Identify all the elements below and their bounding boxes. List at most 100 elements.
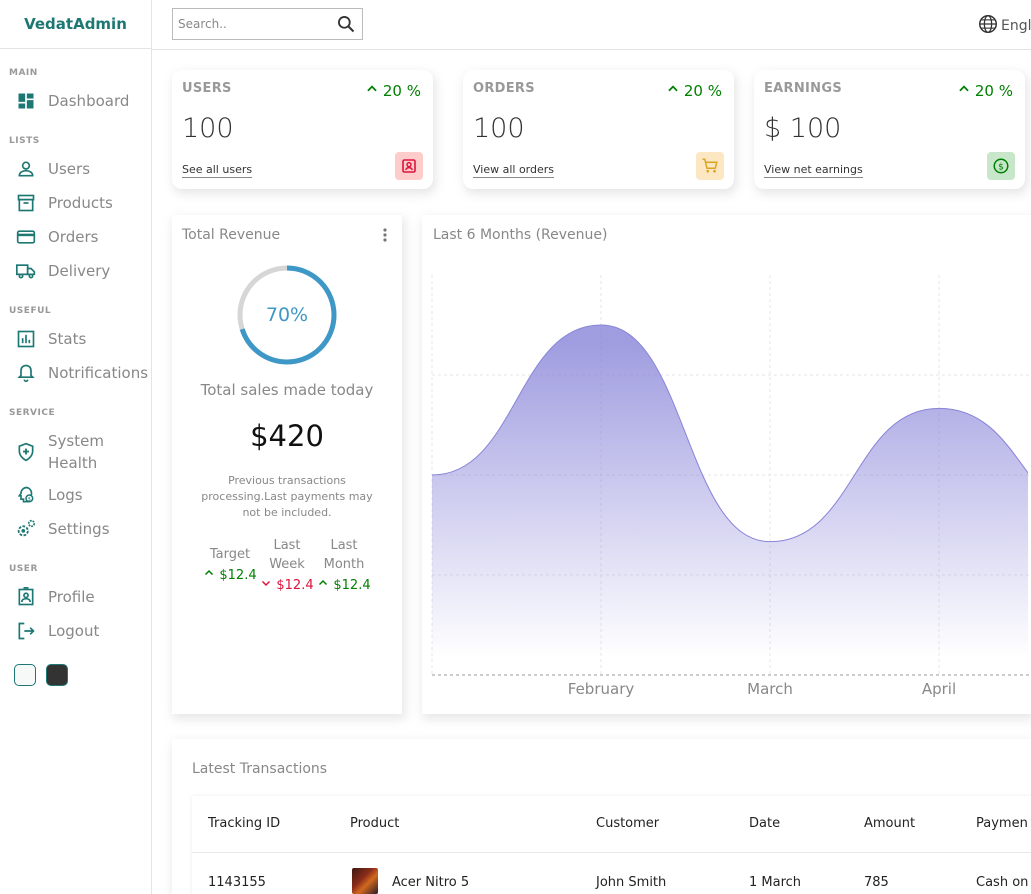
- total-revenue-card: Total Revenue 70% Total sales made today…: [172, 215, 402, 714]
- column-header-payment-method[interactable]: Paymen: [976, 816, 1028, 831]
- featured-title: Total Revenue: [182, 227, 281, 243]
- store-icon: [15, 192, 37, 214]
- percentage-value: 20 %: [683, 82, 722, 100]
- sidebar-item-profile[interactable]: Profile: [0, 586, 95, 608]
- sidebar-item-label: Settings: [48, 520, 110, 538]
- latest-transactions-card: Latest Transactions Tracking ID Product …: [172, 739, 1031, 894]
- column-header-tracking-id[interactable]: Tracking ID: [208, 816, 281, 831]
- chart-title: Last 6 Months (Revenue): [433, 227, 608, 243]
- transactions-table: Tracking ID Product Customer Date Amount…: [192, 796, 1031, 894]
- column-header-customer[interactable]: Customer: [596, 816, 660, 831]
- sidebar-item-products[interactable]: Products: [0, 192, 113, 214]
- view-net-earnings-link[interactable]: View net earnings: [764, 163, 863, 178]
- sidebar-item-label: Products: [48, 194, 113, 212]
- dollar-icon: $: [987, 152, 1015, 180]
- widget-users: USERS 20 % 100 See all users: [172, 70, 433, 189]
- sidebar-item-label: Profile: [48, 588, 95, 606]
- transactions-title: Latest Transactions: [192, 761, 328, 777]
- sidebar-item-label-line1: System: [48, 432, 104, 450]
- section-title-service: SERVICE: [9, 408, 56, 418]
- revenue-chart: February March April: [431, 275, 1031, 698]
- person-outline-icon: [395, 152, 423, 180]
- section-title-lists: LISTS: [9, 136, 40, 146]
- progress-label: 70%: [265, 304, 309, 326]
- column-header-date[interactable]: Date: [749, 816, 781, 831]
- sidebar-item-settings[interactable]: Settings: [0, 518, 110, 540]
- percentage-value: 20 %: [382, 82, 421, 100]
- person-icon: [15, 158, 37, 180]
- truck-icon: [15, 260, 37, 282]
- sidebar-item-label: System Health: [48, 430, 104, 474]
- language-label: Engl: [1001, 18, 1031, 34]
- table-row[interactable]: 1143155 Acer Nitro 5 John Smith 1 March …: [192, 853, 1031, 894]
- sidebar-item-logs[interactable]: $ Logs: [0, 484, 83, 506]
- progress-ring: 70%: [237, 265, 337, 365]
- sidebar-item-notifications[interactable]: Notrifications: [0, 362, 148, 384]
- summary-value-wrap: $12.4: [257, 577, 317, 593]
- svg-text:$: $: [28, 496, 31, 502]
- widget-orders: ORDERS 20 % 100 View all orders: [463, 70, 734, 189]
- sidebar-item-users[interactable]: Users: [0, 158, 90, 180]
- logo-container: VedatAdmin: [0, 0, 151, 49]
- globe-icon: [977, 13, 999, 39]
- sidebar-item-stats[interactable]: Stats: [0, 328, 86, 350]
- sidebar-item-logout[interactable]: Logout: [0, 620, 99, 642]
- logo[interactable]: VedatAdmin: [24, 15, 127, 33]
- featured-subtitle: Total sales made today: [200, 381, 374, 399]
- theme-dark-option[interactable]: [46, 664, 68, 686]
- summary-value-wrap: $12.4: [200, 567, 260, 583]
- cell-amount: 785: [864, 875, 889, 890]
- summary-title: Target: [209, 547, 251, 562]
- revenue-chart-card: Last 6 Months (Revenue) February March Apr…: [422, 215, 1031, 714]
- summary-last-month: Last Month $12.4: [314, 536, 374, 593]
- summary-title: Last Week: [269, 538, 305, 572]
- chevron-up-icon: [317, 577, 329, 593]
- search-input[interactable]: [173, 17, 328, 31]
- cell-date: 1 March: [749, 875, 802, 890]
- x-tick-label: April: [922, 680, 956, 698]
- summary-value: $12.4: [276, 577, 314, 593]
- summary-value: $12.4: [219, 567, 257, 583]
- widget-counter: $ 100: [764, 113, 842, 144]
- sidebar-item-label: Notrifications: [48, 364, 149, 382]
- sidebar-item-system-health[interactable]: System Health: [0, 430, 104, 474]
- sidebar-item-label: Orders: [48, 228, 99, 246]
- column-header-amount[interactable]: Amount: [864, 816, 916, 831]
- sidebar-item-label-line2: Health: [48, 454, 98, 472]
- search-icon[interactable]: [336, 14, 356, 38]
- progress-arc: [237, 265, 337, 365]
- see-all-users-link[interactable]: See all users: [182, 163, 253, 178]
- cell-customer: John Smith: [596, 875, 667, 890]
- column-header-product[interactable]: Product: [350, 816, 400, 831]
- summary-last-week: Last Week $12.4: [257, 536, 317, 593]
- chevron-up-icon: [203, 567, 215, 583]
- chart-icon: [15, 328, 37, 350]
- svg-text:$: $: [998, 162, 1004, 172]
- sidebar-item-label: Logs: [48, 486, 83, 504]
- view-all-orders-link[interactable]: View all orders: [473, 163, 555, 178]
- cell-payment-method: Cash on: [976, 875, 1029, 890]
- dashboard-icon: [15, 90, 37, 112]
- credit-card-icon: [15, 226, 37, 248]
- revenue-line: [432, 324, 1028, 543]
- summary-value: $12.4: [333, 577, 371, 593]
- widget-percentage: 20 %: [957, 82, 1013, 100]
- search-bar: [172, 8, 363, 40]
- sidebar-item-orders[interactable]: Orders: [0, 226, 98, 248]
- language-selector[interactable]: Engl: [977, 13, 1031, 39]
- chevron-down-icon: [260, 577, 272, 593]
- sidebar-item-dashboard[interactable]: Dashboard: [0, 90, 129, 112]
- cell-product: Acer Nitro 5: [392, 875, 470, 890]
- featured-description: Previous transactions processing.Last pa…: [201, 474, 373, 519]
- chevron-up-icon: [666, 82, 680, 100]
- sidebar-item-delivery[interactable]: Delivery: [0, 260, 110, 282]
- widget-earnings: EARNINGS 20 % $ 100 View net earnings $: [754, 70, 1025, 189]
- more-vert-icon[interactable]: [382, 227, 388, 247]
- theme-light-option[interactable]: [14, 664, 36, 686]
- section-title-user: USER: [9, 564, 38, 574]
- sidebar-item-label: Logout: [48, 622, 100, 640]
- table-header-row: Tracking ID Product Customer Date Amount…: [192, 796, 1031, 853]
- widget-percentage: 20 %: [666, 82, 722, 100]
- widget-counter: 100: [182, 113, 234, 144]
- chevron-up-icon: [957, 82, 971, 100]
